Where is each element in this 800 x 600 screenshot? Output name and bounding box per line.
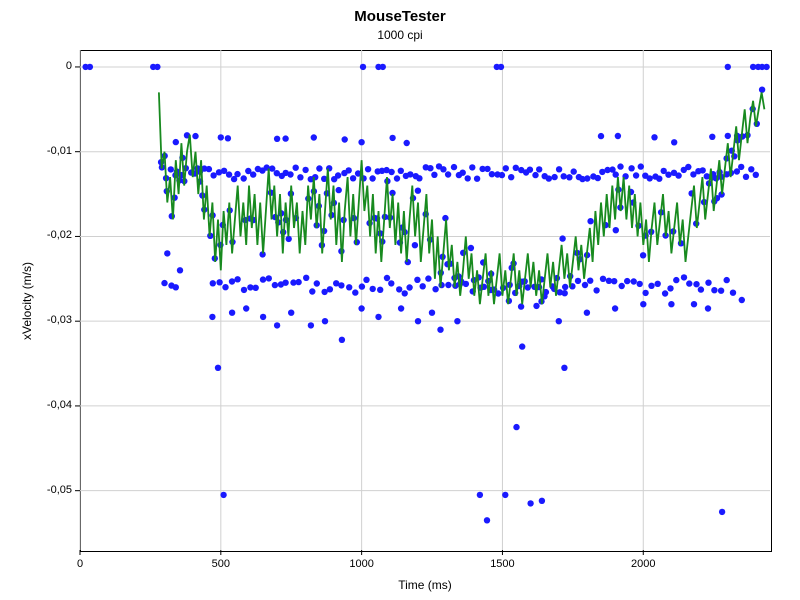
chart-data-layer xyxy=(0,0,800,600)
y-tick-label: 0 xyxy=(0,60,72,72)
x-tick-label: 1000 xyxy=(337,558,387,570)
x-tick-label: 0 xyxy=(55,558,105,570)
y-tick-label: -0,05 xyxy=(0,484,72,496)
y-tick-label: -0,01 xyxy=(0,145,72,157)
x-tick-label: 1500 xyxy=(477,558,527,570)
x-tick-label: 2000 xyxy=(618,558,668,570)
x-tick-label: 500 xyxy=(196,558,246,570)
y-tick-label: -0,03 xyxy=(0,314,72,326)
chart-container: MouseTester 1000 cpi xVelocity (m/s) Tim… xyxy=(0,0,800,600)
y-tick-label: -0,02 xyxy=(0,229,72,241)
y-tick-label: -0,04 xyxy=(0,399,72,411)
